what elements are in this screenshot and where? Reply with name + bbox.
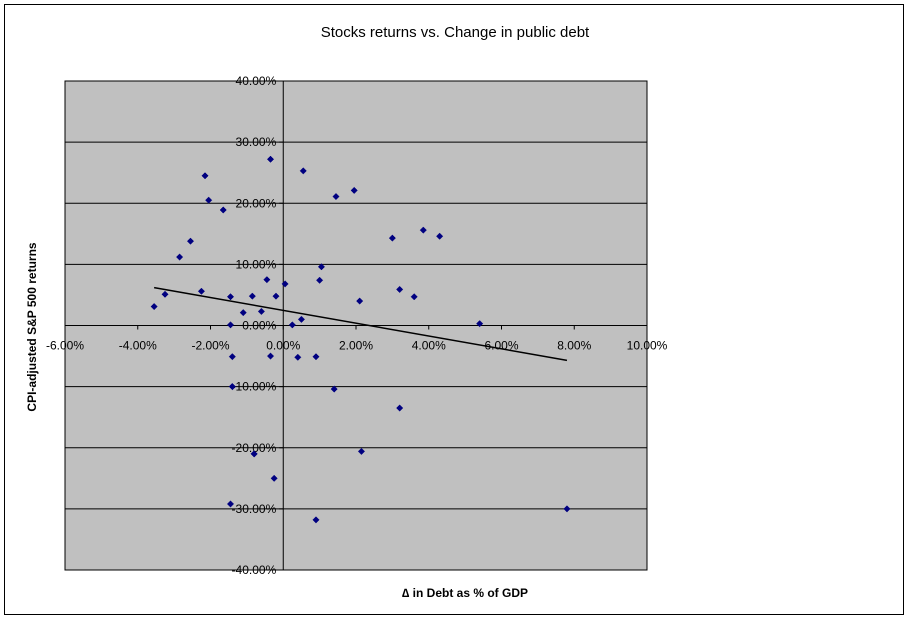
data-point — [228, 383, 236, 391]
x-tick-label: 6.00% — [484, 339, 518, 353]
x-tick-label: 0.00% — [266, 339, 300, 353]
y-tick-label: -20.00% — [232, 441, 277, 455]
y-tick-label: -10.00% — [232, 380, 277, 394]
y-axis-title: CPI-adjusted S&P 500 returns — [25, 242, 39, 411]
data-point — [396, 285, 404, 293]
data-point — [226, 500, 235, 508]
data-point — [288, 321, 296, 329]
data-point — [270, 474, 278, 482]
data-point — [161, 290, 169, 298]
y-tick-label: 10.00% — [236, 257, 277, 271]
data-point — [257, 307, 265, 315]
data-point — [248, 292, 256, 300]
x-tick-label: 4.00% — [412, 339, 446, 353]
data-point — [410, 293, 418, 301]
x-tick-label: -4.00% — [119, 339, 157, 353]
data-point — [476, 320, 484, 328]
data-point — [239, 309, 247, 317]
data-point — [272, 292, 280, 300]
data-point — [356, 297, 364, 305]
data-point — [228, 353, 236, 361]
data-point — [297, 315, 305, 323]
data-point — [205, 196, 213, 204]
data-point — [330, 385, 338, 393]
trendline — [153, 286, 568, 362]
data-point — [350, 186, 358, 194]
data-point — [317, 263, 325, 271]
data-point — [226, 321, 235, 329]
data-point — [281, 280, 289, 288]
data-point — [563, 505, 571, 513]
data-point — [176, 253, 184, 261]
y-axis-ticks: 40.00% 30.00% 20.00% 10.00% 0.00% -10.00% -20.… — [232, 74, 277, 577]
x-axis-title: ∆ in Debt as % of GDP — [402, 586, 528, 600]
data-point — [294, 353, 302, 361]
x-tick-label: -6.00% — [46, 339, 84, 353]
axes — [64, 80, 648, 571]
data-point — [357, 447, 366, 455]
x-tick-label: 8.00% — [557, 339, 591, 353]
data-point — [436, 232, 444, 240]
data-point — [316, 276, 324, 284]
trendline-layer — [153, 286, 568, 362]
y-tick-label: 30.00% — [236, 135, 277, 149]
data-point — [250, 450, 258, 458]
data-point — [312, 353, 320, 361]
data-point — [299, 167, 307, 175]
y-tick-label: 20.00% — [236, 196, 277, 210]
data-points — [150, 155, 571, 524]
data-point — [388, 234, 396, 242]
data-point — [226, 293, 235, 301]
data-point — [150, 302, 158, 311]
data-point — [332, 192, 340, 201]
data-point — [186, 237, 195, 245]
y-tick-label: -30.00% — [232, 502, 277, 516]
data-point — [219, 206, 227, 214]
chart-title: Stocks returns vs. Change in public debt — [321, 24, 590, 41]
y-tick-label: 0.00% — [242, 319, 276, 333]
data-point — [266, 155, 275, 163]
x-tick-label: 10.00% — [627, 339, 668, 353]
y-tick-label: -40.00% — [232, 563, 277, 577]
data-point — [197, 287, 205, 295]
data-point — [201, 172, 209, 180]
x-tick-label: 2.00% — [339, 339, 373, 353]
data-point — [396, 404, 404, 412]
y-tick-label: 40.00% — [236, 74, 277, 88]
data-point — [266, 352, 275, 360]
x-axis-ticks: -6.00% -4.00% -2.00% 0.00% 2.00% 4.00% 6.00% 8.… — [46, 339, 668, 353]
x-tick-label: -2.00% — [191, 339, 229, 353]
data-point — [312, 516, 320, 524]
data-point — [263, 276, 271, 284]
data-point — [419, 226, 427, 234]
